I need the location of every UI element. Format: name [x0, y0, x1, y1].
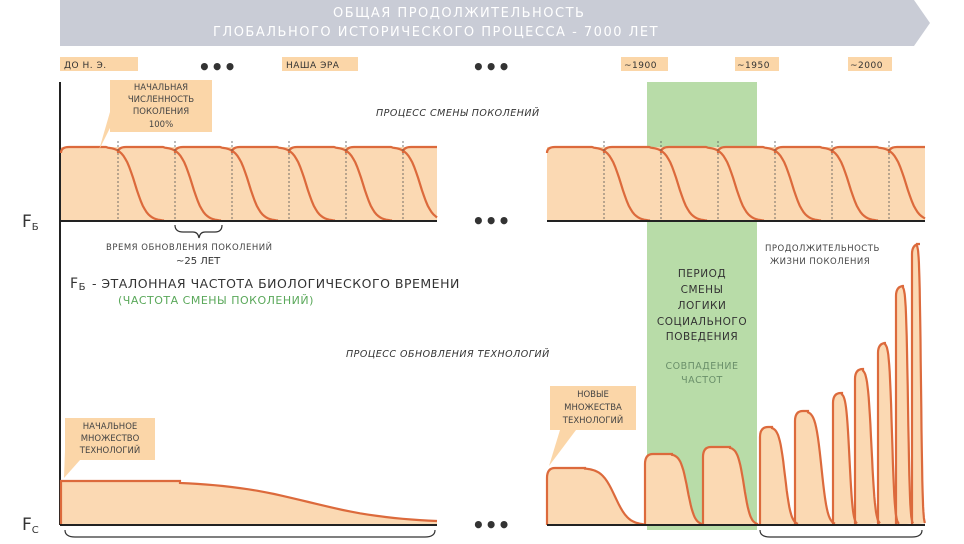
era-tag-ad-label: НАША ЭРА	[286, 61, 340, 71]
title-line-2: ГЛОБАЛЬНОГО ИСТОРИЧЕСКОГО ПРОЦЕССА - 700…	[213, 25, 659, 40]
new-technology-box	[550, 386, 636, 430]
generation-curve-right-6	[887, 145, 925, 154]
generation-curves	[59, 145, 926, 222]
initial-population-line-3: ПОКОЛЕНИЯ	[133, 107, 189, 117]
coincidence-line-1: СОВПАДЕНИЕ	[666, 361, 739, 372]
technology-curves	[59, 242, 927, 526]
generation-curve-right-0	[545, 145, 651, 222]
new-technology-pointer	[549, 430, 576, 466]
generation-curve-right-3	[716, 145, 822, 222]
new-technology-line-1: НОВЫЕ	[577, 390, 609, 400]
initial-population-pointer	[99, 112, 110, 150]
lifespan-label-line-1: ПРОДОЛЖИТЕЛЬНОСТЬ	[765, 244, 880, 254]
renewal-time-brace	[174, 224, 223, 239]
renewal-time-value: ~25 ЛЕТ	[176, 256, 221, 267]
initial-technology-line-1: НАЧАЛЬНОЕ	[83, 422, 138, 432]
technology-curve-7	[853, 367, 881, 525]
technology-fill-4	[760, 427, 798, 525]
generation-curve-right-5	[830, 145, 926, 220]
legend-main: FБ - ЭТАЛОННАЯ ЧАСТОТА БИОЛОГИЧЕСКОГО ВРЕ…	[70, 276, 460, 293]
technology-fill-5	[795, 411, 835, 525]
initial-population-box	[110, 80, 212, 132]
technology-curve-1	[545, 466, 646, 526]
axis-label-fb: FБ	[22, 212, 39, 233]
generation-process-label: ПРОЦЕСС СМЕНЫ ПОКОЛЕНИЙ	[376, 107, 540, 119]
title-banner	[60, 0, 930, 46]
ellipsis-top-1: •••	[198, 55, 236, 79]
technology-curve-2	[643, 452, 704, 526]
technology-curve-initial	[59, 479, 438, 525]
year-tag-1900	[621, 57, 668, 71]
technology-curve-10	[910, 242, 927, 525]
year-tag-1950	[735, 57, 779, 71]
ellipsis-top-2: •••	[472, 55, 510, 79]
generation-curve-right-4	[773, 145, 879, 222]
ellipsis-mid: •••	[472, 209, 510, 233]
axis-label-fc: FС	[22, 515, 39, 536]
initial-technology-box	[65, 418, 155, 460]
coincidence-line-2: ЧАСТОТ	[681, 375, 723, 386]
year-tag-1950-label: ~1950	[737, 61, 770, 71]
technology-process-label: ПРОЦЕСС ОБНОВЛЕНИЯ ТЕХНОЛОГИЙ	[346, 348, 550, 360]
generation-dashes	[117, 141, 890, 221]
technology-curve-5	[793, 409, 836, 525]
period-line-2: СМЕНЫ	[681, 284, 724, 296]
technology-fill-initial	[61, 481, 437, 525]
generation-curve-left-4	[287, 145, 393, 222]
generation-curve-right-1	[602, 145, 708, 222]
lifespan-label-line-2: ЖИЗНИ ПОКОЛЕНИЯ	[770, 257, 870, 267]
generation-curve-left-6	[401, 145, 437, 154]
era-tag-ad	[282, 57, 358, 71]
generation-curve-left-3	[230, 145, 336, 222]
technology-fill-1	[547, 468, 645, 525]
era-tag-bc-label: ДО Н. Э.	[64, 61, 107, 71]
title-line-1: ОБЩАЯ ПРОДОЛЖИТЕЛЬНОСТЬ	[333, 6, 585, 21]
initial-technology-line-3: ТЕХНОЛОГИЙ	[79, 444, 140, 456]
technology-curve-9	[894, 284, 914, 525]
initial-technology-line-2: МНОЖЕСТВО	[81, 434, 140, 444]
ellipsis-bottom: •••	[472, 513, 510, 537]
era-tag-bc	[60, 57, 138, 71]
year-tag-2000-label: ~2000	[850, 61, 883, 71]
legend-paren: (ЧАСТОТА СМЕНЫ ПОКОЛЕНИЙ)	[118, 294, 314, 307]
year-tag-1900-label: ~1900	[624, 61, 657, 71]
period-line-5: ПОВЕДЕНИЯ	[666, 331, 738, 343]
period-line-3: ЛОГИКИ	[678, 300, 727, 312]
technology-fill-7	[855, 369, 880, 525]
initial-population-line-1: НАЧАЛЬНАЯ	[134, 83, 188, 93]
generation-curve-left-1	[116, 145, 222, 222]
bottom-brace-left	[64, 529, 436, 538]
year-tag-2000	[848, 57, 892, 71]
technology-curve-4	[758, 425, 799, 525]
technology-fill-2	[645, 454, 703, 525]
technology-fill-8	[878, 343, 899, 525]
period-line-4: СОЦИАЛЬНОГО	[657, 316, 747, 328]
new-technology-line-2: МНОЖЕСТВА	[564, 403, 622, 413]
period-line-1: ПЕРИОД	[678, 268, 726, 280]
technology-curve-3	[701, 445, 759, 526]
technology-curve-6	[831, 391, 858, 525]
generation-curve-left-2	[173, 145, 279, 222]
generation-curve-left-0	[59, 145, 165, 222]
generation-curve-right-2	[659, 145, 765, 222]
initial-technology-pointer	[64, 450, 80, 478]
renewal-time-label: ВРЕМЯ ОБНОВЛЕНИЯ ПОКОЛЕНИЙ	[106, 241, 273, 253]
new-technology-line-3: ТЕХНОЛОГИЙ	[562, 414, 623, 426]
bottom-brace-right	[759, 529, 923, 538]
initial-population-line-4: 100%	[149, 120, 173, 130]
technology-fill-3	[703, 447, 758, 525]
initial-population-line-2: ЧИСЛЕННОСТЬ	[128, 95, 194, 105]
